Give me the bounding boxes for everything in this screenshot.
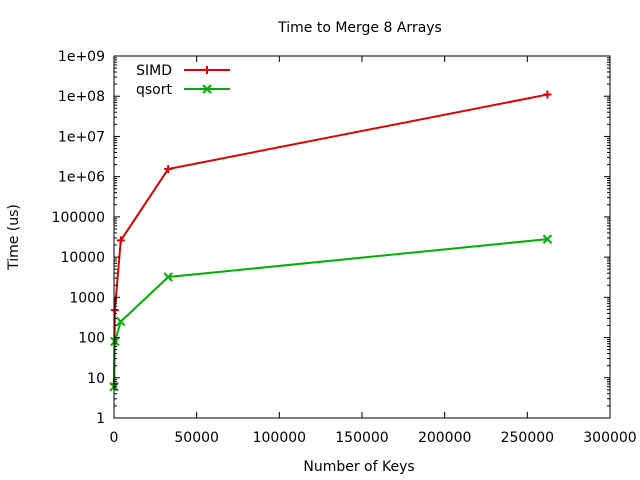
legend: SIMD qsort bbox=[136, 63, 230, 98]
legend-label-qsort: qsort bbox=[136, 82, 173, 98]
x-tick-label: 100000 bbox=[253, 430, 306, 446]
legend-label-simd: SIMD bbox=[136, 63, 172, 79]
y-tick-label: 1e+08 bbox=[58, 89, 105, 105]
plot-area bbox=[109, 90, 553, 392]
legend-marker-qsort bbox=[202, 84, 212, 94]
data-point-simd bbox=[164, 165, 173, 174]
data-point-simd bbox=[116, 236, 125, 245]
y-tick-label: 1000 bbox=[69, 290, 105, 306]
y-tick-label: 1e+06 bbox=[58, 170, 105, 186]
y-tick-label: 1e+09 bbox=[58, 49, 105, 65]
y-axis-label: Time (us) bbox=[6, 204, 22, 271]
data-point-qsort bbox=[542, 234, 553, 244]
data-point-simd bbox=[543, 90, 552, 99]
y-tick-label: 10000 bbox=[60, 250, 105, 266]
x-tick-label: 300000 bbox=[583, 430, 636, 446]
x-axis: 0 50000 100000 150000 200000 250000 300000 bbox=[110, 56, 637, 446]
series-line-simd bbox=[113, 93, 548, 385]
y-tick-label: 100 bbox=[78, 331, 105, 347]
x-tick-label: 0 bbox=[110, 430, 119, 446]
x-tick-label: 250000 bbox=[501, 430, 554, 446]
data-point-qsort bbox=[163, 272, 173, 282]
legend-marker-simd bbox=[203, 66, 211, 74]
plot-frame bbox=[113, 55, 611, 419]
x-tick-label: 200000 bbox=[418, 430, 471, 446]
y-tick-label: 1 bbox=[96, 411, 105, 427]
data-point-qsort bbox=[116, 316, 126, 327]
chart-title: Time to Merge 8 Arrays bbox=[277, 20, 442, 36]
y-tick-label: 10 bbox=[87, 371, 105, 387]
series-line-qsort bbox=[113, 238, 548, 387]
x-tick-label: 50000 bbox=[174, 430, 219, 446]
y-tick-label: 100000 bbox=[52, 210, 105, 226]
x-tick-label: 150000 bbox=[335, 430, 388, 446]
data-point-simd bbox=[110, 306, 119, 315]
y-tick-label: 1e+07 bbox=[58, 129, 105, 145]
y-axis: 1 10 100 1000 10000 100000 1e+06 1e+07 1e+08 1e+0… bbox=[52, 49, 610, 427]
x-axis-label: Number of Keys bbox=[303, 459, 414, 475]
